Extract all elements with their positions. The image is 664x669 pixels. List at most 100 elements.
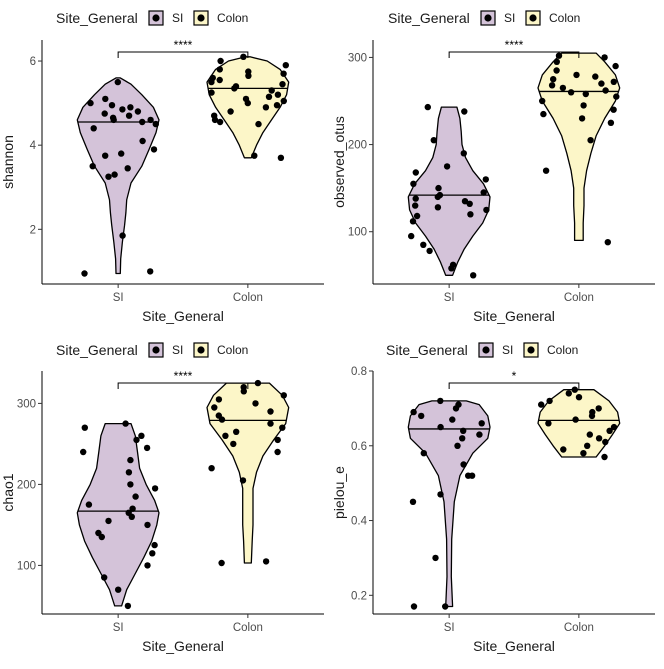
data-point	[538, 401, 545, 408]
data-point	[435, 184, 442, 192]
data-point	[572, 416, 579, 423]
data-point	[424, 103, 431, 111]
legend: Site_General SI Colon	[388, 10, 580, 26]
data-point	[119, 232, 126, 239]
data-point	[478, 420, 485, 427]
y-axis-title: shannon	[0, 135, 16, 189]
data-point	[437, 423, 444, 431]
data-point	[410, 603, 418, 610]
data-point	[586, 431, 593, 438]
data-point	[127, 456, 134, 464]
data-point	[101, 574, 108, 581]
legend-title: Site_General	[56, 342, 138, 358]
bracket-line	[448, 51, 580, 58]
data-point	[573, 71, 580, 79]
data-point	[437, 491, 444, 498]
data-point	[239, 477, 247, 484]
data-point	[410, 180, 417, 187]
legend-key-point	[527, 346, 535, 354]
data-point	[262, 558, 270, 565]
data-point	[124, 165, 131, 172]
significance-label: ****	[174, 38, 193, 52]
data-point	[482, 176, 489, 183]
legend-label-si: SI	[502, 343, 513, 357]
data-point	[216, 118, 224, 126]
data-point	[584, 442, 591, 449]
x-tick-label-si: SI	[444, 292, 455, 304]
data-point	[595, 435, 603, 442]
data-point	[434, 204, 442, 211]
data-point	[565, 390, 572, 397]
legend: Site_General SI Colon	[56, 10, 248, 26]
legend-label-colon: Colon	[217, 11, 248, 25]
data-point	[144, 521, 151, 529]
data-point	[150, 146, 158, 153]
y-tick-label: 0.2	[351, 590, 367, 602]
data-point	[232, 83, 240, 90]
data-point	[613, 93, 620, 100]
legend-label-si: SI	[172, 11, 183, 25]
data-point	[279, 424, 286, 431]
data-point	[108, 102, 116, 109]
data-point	[218, 559, 225, 567]
data-point	[430, 137, 437, 144]
data-point	[209, 74, 216, 82]
legend-title: Site_General	[386, 342, 468, 358]
data-point	[461, 198, 469, 205]
x-tick-label-colon: Colon	[233, 622, 263, 634]
data-point	[105, 173, 112, 180]
y-tick-label: 100	[348, 227, 367, 239]
violin-colon	[206, 382, 290, 564]
panel-chao1: Site_General SI Colon 100 200 300 chao1 Site_Ge…	[0, 342, 324, 654]
data-point	[555, 52, 563, 59]
data-point	[102, 95, 109, 103]
data-point	[610, 106, 617, 113]
legend: Site_General SI Colon	[386, 342, 578, 358]
data-point	[539, 97, 546, 105]
data-point	[230, 440, 237, 448]
data-point	[595, 405, 602, 412]
data-point	[102, 152, 109, 159]
data-point	[267, 408, 274, 415]
legend-key-point	[197, 14, 205, 22]
significance-bracket: ****	[448, 38, 580, 58]
data-point	[132, 493, 139, 500]
data-point	[560, 446, 567, 453]
data-point	[545, 420, 552, 427]
legend-label-si: SI	[172, 343, 183, 357]
data-point	[280, 70, 287, 77]
data-point	[279, 81, 286, 88]
x-axis-title: Site_General	[473, 638, 555, 654]
data-point	[89, 163, 96, 170]
significance-label: *	[512, 369, 517, 383]
data-point	[426, 247, 433, 255]
data-point	[143, 444, 151, 452]
data-point	[409, 498, 417, 505]
x-axis-title: Site_General	[473, 308, 555, 324]
data-point	[408, 232, 415, 240]
data-point	[449, 261, 457, 268]
data-point	[139, 118, 146, 126]
x-tick-label-colon: Colon	[564, 622, 594, 634]
data-point	[215, 396, 223, 403]
data-point	[95, 529, 102, 537]
data-point	[467, 211, 474, 218]
data-point	[80, 448, 87, 456]
legend-title: Site_General	[56, 10, 138, 26]
data-point	[274, 436, 281, 444]
data-point	[118, 150, 125, 157]
data-point	[216, 66, 223, 73]
data-point	[409, 218, 417, 225]
data-point	[114, 78, 122, 86]
data-point	[436, 191, 444, 199]
data-point	[240, 53, 247, 60]
data-point	[211, 404, 218, 411]
data-point	[437, 397, 444, 405]
y-tick-label: 200	[348, 140, 367, 152]
violin-si	[76, 77, 160, 275]
legend-label-colon: Colon	[217, 343, 248, 357]
data-point	[610, 78, 617, 86]
data-point	[144, 562, 151, 569]
data-point	[470, 272, 477, 279]
